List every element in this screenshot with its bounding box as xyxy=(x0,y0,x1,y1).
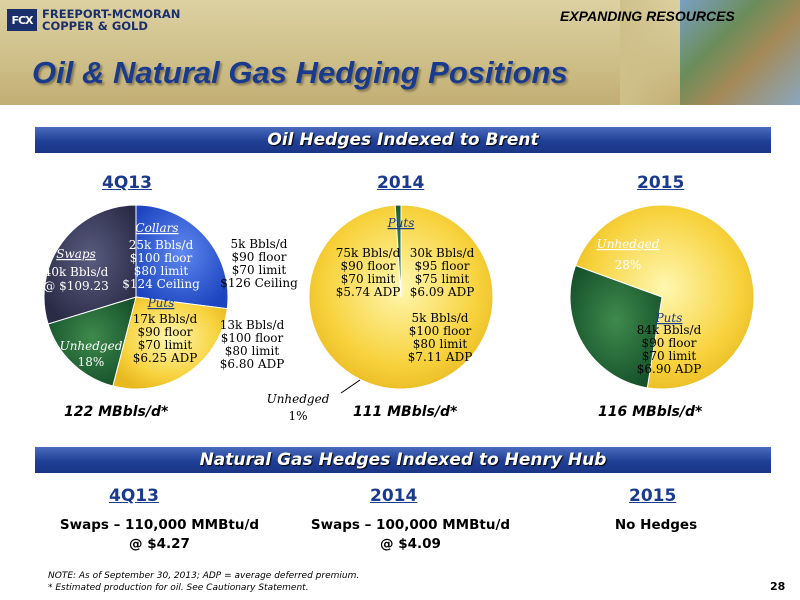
pie2-unhedged-pct: 1% xyxy=(288,409,307,423)
gas-entry-line1: Swaps – 110,000 MMBtu/d xyxy=(59,517,260,533)
pie1-callout-collars: 5k Bbls/d xyxy=(231,237,288,251)
logo-mark: FCX xyxy=(7,9,37,31)
oil-year-4q13: 4Q13 xyxy=(102,173,152,193)
pie1-puts-line: 17k Bbls/d xyxy=(133,312,198,326)
pie3-slice-puts xyxy=(574,204,755,390)
pie2-puts-b-line: 30k Bbls/d xyxy=(410,246,475,260)
pie1-swaps-line: 40k Bbls/d xyxy=(44,265,109,279)
pie1-callout-puts: 13k Bbls/d xyxy=(220,318,285,332)
gas-entry-line1: Swaps – 100,000 MMBtu/d xyxy=(310,517,511,533)
pie2-slice-unhedged xyxy=(394,204,402,298)
header-band: FCX FREEPORT-MCMORAN COPPER & GOLD EXPAN… xyxy=(0,0,800,105)
logo-line2: COPPER & GOLD xyxy=(42,19,148,33)
pie2-unhedged-leader xyxy=(340,379,361,394)
pie1-swaps-line: @ $109.23 xyxy=(43,279,108,293)
oil-pie-charts: Collars 25k Bbls/d $100 floor $80 limit … xyxy=(43,204,755,423)
pie1-unhedged-pct: 18% xyxy=(78,355,105,369)
pie3-unhedged-title: Unhedged xyxy=(597,237,660,251)
header-photo xyxy=(620,0,800,105)
page-title: Oil & Natural Gas Hedging Positions xyxy=(32,55,568,90)
pie1-puts-line: $90 floor xyxy=(138,325,193,339)
page-number: 28 xyxy=(770,580,786,593)
pie1-collars-line: $80 limit xyxy=(134,264,189,278)
oil-year-2015: 2015 xyxy=(637,173,685,193)
pie1-swaps-title: Swaps xyxy=(56,247,96,261)
oil-section-banner: Oil Hedges Indexed to Brent xyxy=(35,127,771,153)
pie1-puts-line: $70 limit xyxy=(138,338,193,352)
pie2-puts-c-line: 5k Bbls/d xyxy=(412,311,469,325)
oil-year-2014: 2014 xyxy=(377,173,425,193)
pie1-puts-title: Puts xyxy=(147,296,175,310)
pie1-puts-line: $6.25 ADP xyxy=(133,351,198,365)
pie1-collars-line: 25k Bbls/d xyxy=(129,238,194,252)
pie1-callout-collars: $126 Ceiling xyxy=(220,276,298,290)
pie3-puts-line: $90 floor xyxy=(642,336,697,350)
gas-entry-line2: @ $4.09 xyxy=(380,536,441,552)
pie1-slice-swaps xyxy=(43,204,137,325)
pie2-puts-b-line: $95 floor xyxy=(415,259,470,273)
pie2-puts-c-line: $7.11 ADP xyxy=(408,350,473,364)
pie1-callout-collars: $70 limit xyxy=(232,263,287,277)
footnote-note: NOTE: As of September 30, 2013; ADP = av… xyxy=(48,571,360,581)
pie1-collars-line: $100 floor xyxy=(130,251,193,265)
logo-text: FREEPORT-MCMORAN COPPER & GOLD xyxy=(42,8,180,32)
footnote-estimate: * Estimated production for oil. See Caut… xyxy=(48,583,309,593)
gas-entry-2015: No Hedges xyxy=(596,516,716,535)
tagline: EXPANDING RESOURCES xyxy=(560,8,735,24)
pie3-puts-line: $6.90 ADP xyxy=(637,362,702,376)
pie1-callout-puts: $80 limit xyxy=(225,344,280,358)
gas-entry-line1: No Hedges xyxy=(614,517,698,533)
pie3-slice-unhedged xyxy=(569,264,663,389)
pie2-puts-b-line: $6.09 ADP xyxy=(410,285,475,299)
pie2-puts-c-line: $100 floor xyxy=(409,324,472,338)
pie2-puts-a-line: $70 limit xyxy=(341,272,396,286)
gas-entry-line2: @ $4.27 xyxy=(129,536,190,552)
pie2-puts-b-line: $75 limit xyxy=(415,272,470,286)
pie1-slice-unhedged xyxy=(47,296,137,387)
pie1-callout-puts: $100 floor xyxy=(221,331,284,345)
gas-year-2015: 2015 xyxy=(629,486,677,506)
gas-entry-2014: Swaps – 100,000 MMBtu/d @ $4.09 xyxy=(303,516,518,554)
oil-total-4q13: 122 MBbls/d* xyxy=(64,404,169,420)
pie1-callout-puts: $6.80 ADP xyxy=(220,357,285,371)
pie1-slice-puts xyxy=(112,296,228,390)
pie1-collars-line: $124 Ceiling xyxy=(122,277,200,291)
gas-year-2014: 2014 xyxy=(370,486,418,506)
gas-section-banner: Natural Gas Hedges Indexed to Henry Hub xyxy=(35,447,771,473)
pie2-puts-a-line: 75k Bbls/d xyxy=(336,246,401,260)
oil-total-2014: 111 MBbls/d* xyxy=(353,404,458,420)
pie2-unhedged-label: Unhedged xyxy=(267,392,330,406)
gas-entry-4q13: Swaps – 110,000 MMBtu/d @ $4.27 xyxy=(52,516,267,554)
pie2-puts-title: Puts xyxy=(387,216,415,230)
pie2-puts-a-line: $5.74 ADP xyxy=(336,285,401,299)
pie2-puts-c-line: $80 limit xyxy=(413,337,468,351)
pie2-puts-a-line: $90 floor xyxy=(341,259,396,273)
logo-line1: FREEPORT-MCMORAN xyxy=(42,7,181,21)
pie1-slice-collars xyxy=(135,204,229,310)
pie1-collars-title: Collars xyxy=(135,221,178,235)
pie3-puts-title: Puts xyxy=(655,311,683,325)
pie1-unhedged-title: Unhedged xyxy=(60,339,123,353)
pie3-puts-line: $70 limit xyxy=(642,349,697,363)
pie3-puts-line: 84k Bbls/d xyxy=(637,323,702,337)
pie3-unhedged-pct: 28% xyxy=(615,258,642,272)
gas-year-4q13: 4Q13 xyxy=(109,486,159,506)
pie1-callout-collars: $90 floor xyxy=(232,250,287,264)
oil-total-2015: 116 MBbls/d* xyxy=(598,404,703,420)
